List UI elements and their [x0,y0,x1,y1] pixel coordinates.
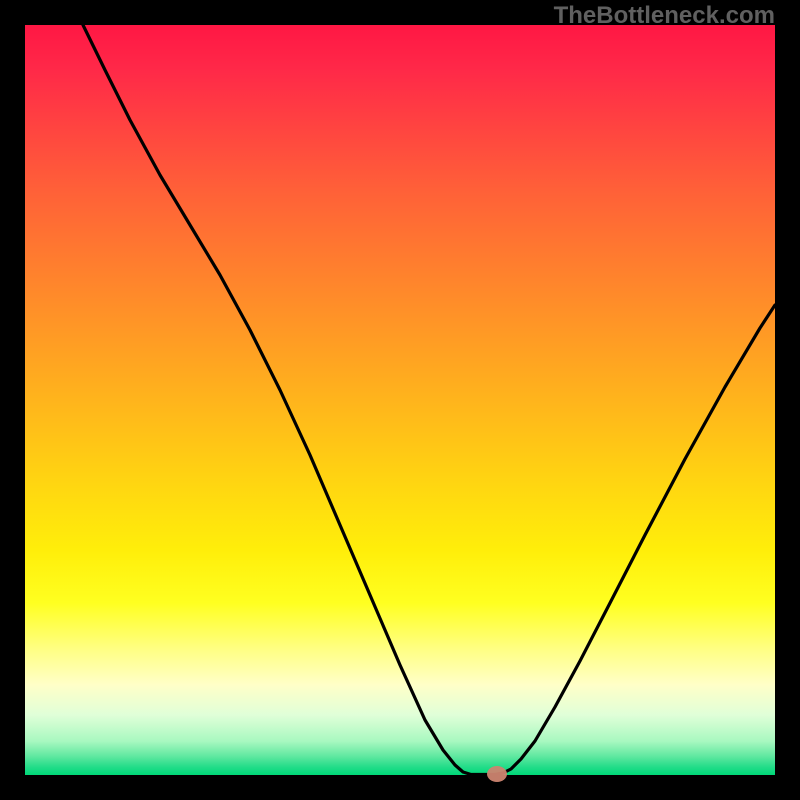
watermark-text: TheBottleneck.com [554,2,775,30]
chart-frame: TheBottleneck.com [0,0,800,800]
optimal-point-marker [487,766,507,782]
curve-overlay [0,0,800,800]
bottleneck-curve [83,25,775,775]
